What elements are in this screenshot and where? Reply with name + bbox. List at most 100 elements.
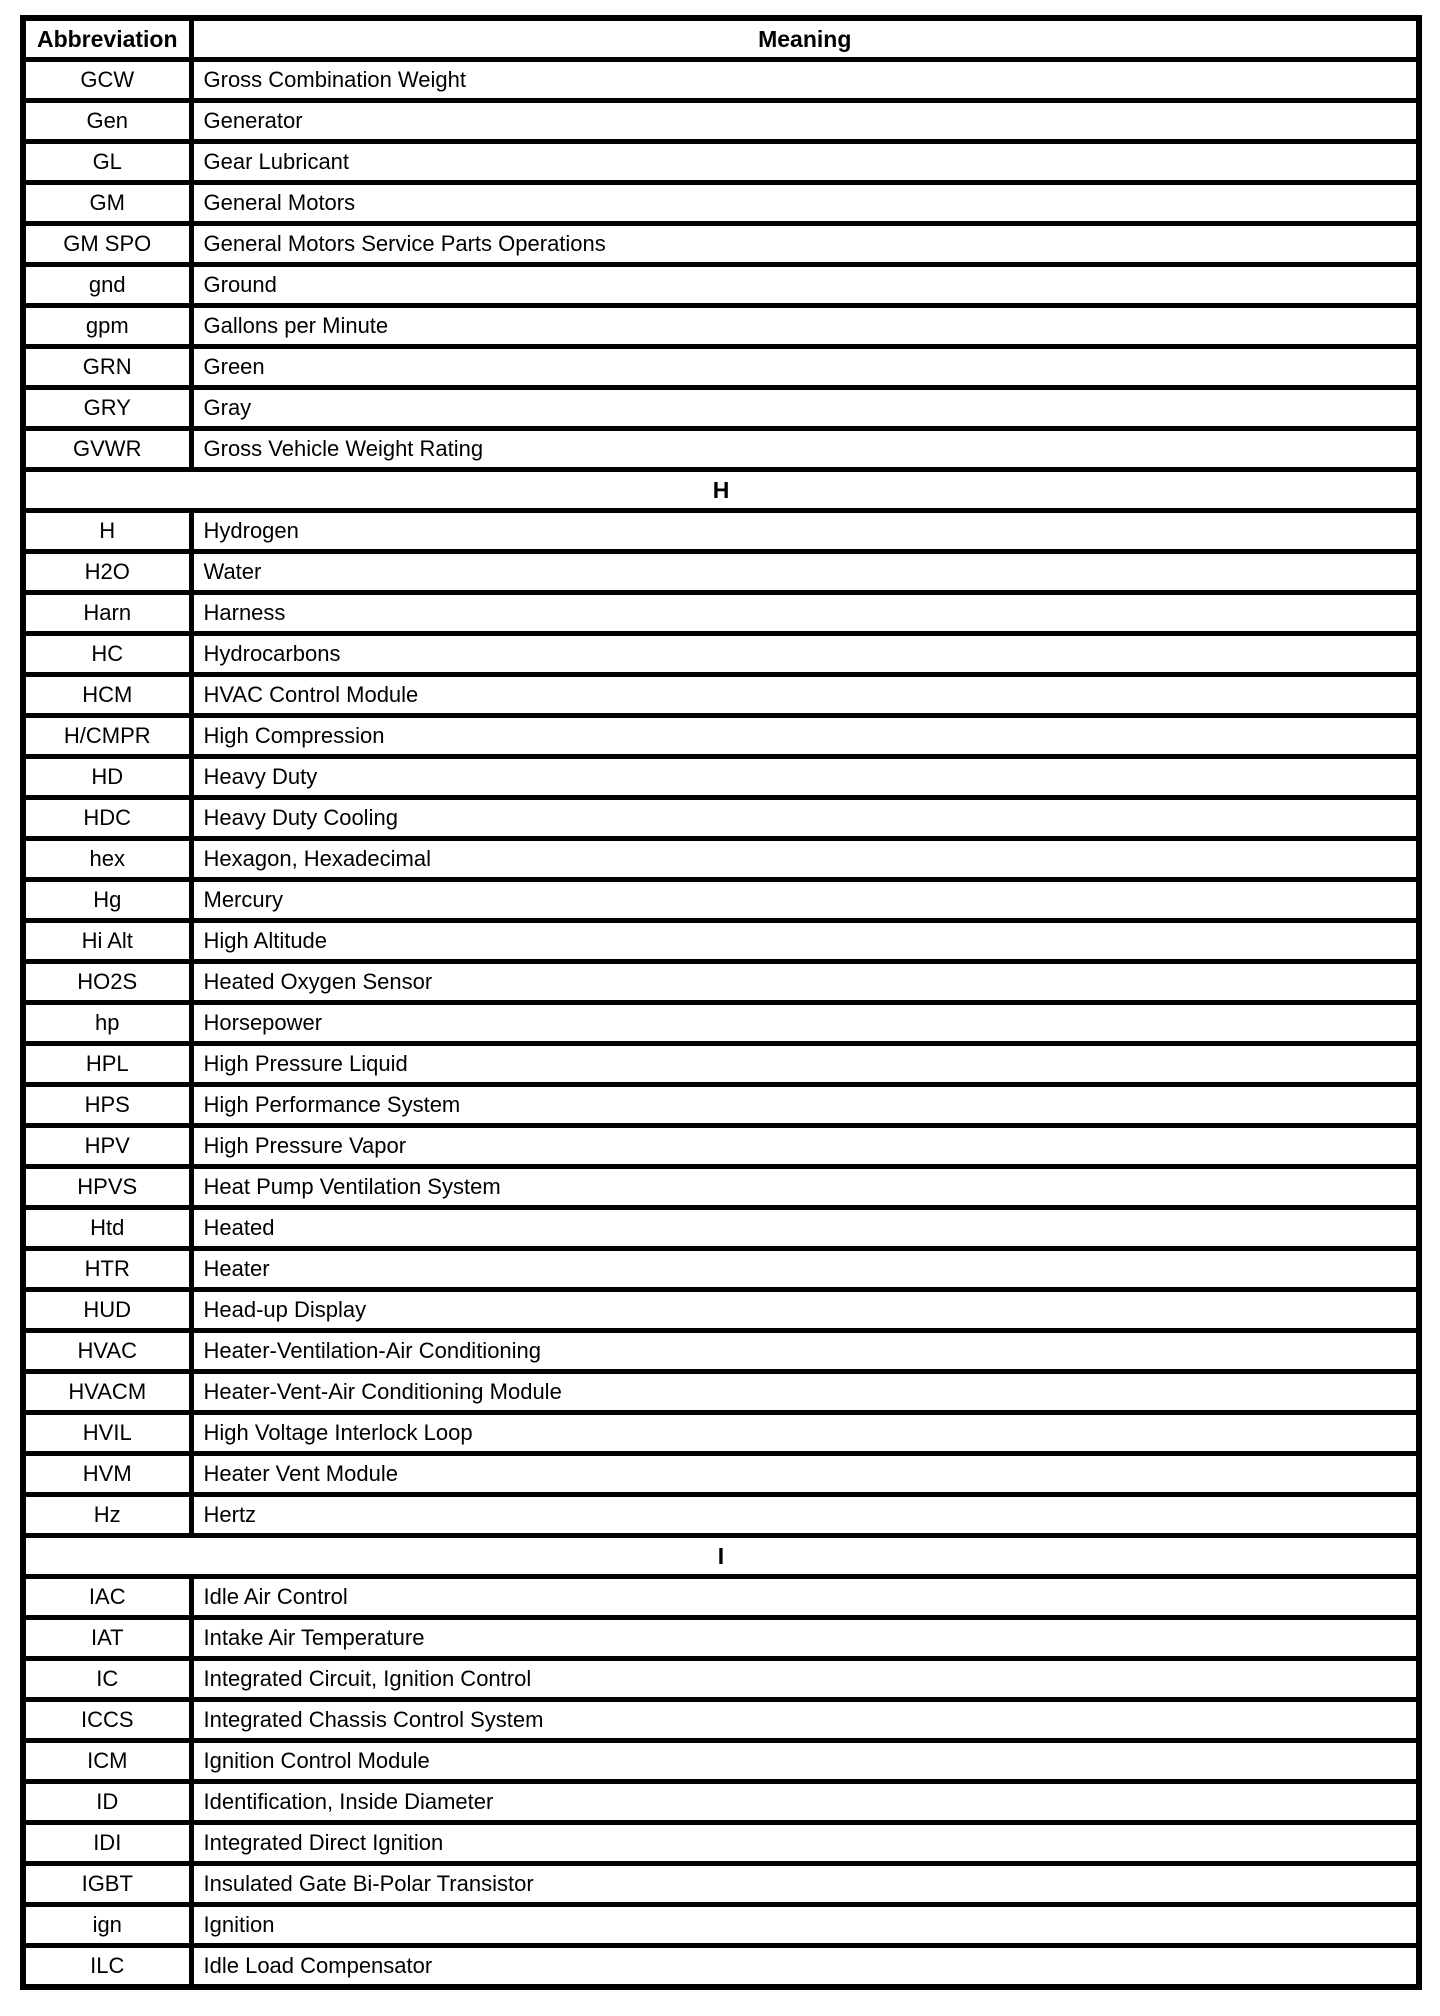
- table-row: HO2S Heated Oxygen Sensor: [20, 959, 1422, 1005]
- meaning-cell: Gross Combination Weight: [188, 57, 1422, 103]
- meaning-cell: Head-up Display: [188, 1287, 1422, 1333]
- meaning-cell: High Voltage Interlock Loop: [188, 1410, 1422, 1456]
- table-row: ICCS Integrated Chassis Control System: [20, 1697, 1422, 1743]
- table-row: H/CMPR High Compression: [20, 713, 1422, 759]
- table-row: gpm Gallons per Minute: [20, 303, 1422, 349]
- meaning-cell: High Altitude: [188, 918, 1422, 964]
- table-row: ign Ignition: [20, 1902, 1422, 1948]
- table-row: H2O Water: [20, 549, 1422, 595]
- table-row: Htd Heated: [20, 1205, 1422, 1251]
- meaning-cell: Heater: [188, 1246, 1422, 1292]
- abbreviation-cell: Gen: [20, 98, 194, 144]
- abbreviation-cell: Hz: [20, 1492, 194, 1538]
- table-row: GRN Green: [20, 344, 1422, 390]
- table-row: IDI Integrated Direct Ignition: [20, 1820, 1422, 1866]
- meaning-cell: Ignition: [188, 1902, 1422, 1948]
- table-row: ILC Idle Load Compensator: [20, 1943, 1422, 1990]
- abbreviation-cell: HVIL: [20, 1410, 194, 1456]
- abbreviation-cell: H/CMPR: [20, 713, 194, 759]
- meaning-cell: Heated: [188, 1205, 1422, 1251]
- meaning-cell: Gallons per Minute: [188, 303, 1422, 349]
- table-row: HVM Heater Vent Module: [20, 1451, 1422, 1497]
- meaning-cell: High Pressure Liquid: [188, 1041, 1422, 1087]
- abbreviation-cell: GVWR: [20, 426, 194, 472]
- abbreviation-cell: IDI: [20, 1820, 194, 1866]
- table-header-row: Abbreviation Meaning: [20, 15, 1422, 62]
- meaning-cell: Heavy Duty Cooling: [188, 795, 1422, 841]
- abbreviation-cell: gnd: [20, 262, 194, 308]
- table-row: HVACM Heater-Vent-Air Conditioning Module: [20, 1369, 1422, 1415]
- abbreviation-cell: HVACM: [20, 1369, 194, 1415]
- meaning-cell: Hertz: [188, 1492, 1422, 1538]
- meaning-cell: Heater-Vent-Air Conditioning Module: [188, 1369, 1422, 1415]
- abbreviation-cell: H: [20, 508, 194, 554]
- table-row: HVIL High Voltage Interlock Loop: [20, 1410, 1422, 1456]
- abbreviation-cell: hex: [20, 836, 194, 882]
- table-row: ICM Ignition Control Module: [20, 1738, 1422, 1784]
- abbreviation-cell: ILC: [20, 1943, 194, 1990]
- table-row: GCW Gross Combination Weight: [20, 57, 1422, 103]
- meaning-cell: Integrated Direct Ignition: [188, 1820, 1422, 1866]
- meaning-cell: Hexagon, Hexadecimal: [188, 836, 1422, 882]
- abbreviation-cell: H2O: [20, 549, 194, 595]
- column-header-abbreviation: Abbreviation: [20, 15, 194, 62]
- abbreviation-cell: GRN: [20, 344, 194, 390]
- table-row: GVWR Gross Vehicle Weight Rating: [20, 426, 1422, 472]
- meaning-cell: Idle Air Control: [188, 1574, 1422, 1620]
- meaning-cell: High Compression: [188, 713, 1422, 759]
- table-row: HPL High Pressure Liquid: [20, 1041, 1422, 1087]
- table-row: HDC Heavy Duty Cooling: [20, 795, 1422, 841]
- meaning-cell: Integrated Chassis Control System: [188, 1697, 1422, 1743]
- meaning-cell: Heat Pump Ventilation System: [188, 1164, 1422, 1210]
- section-header-row: I: [20, 1533, 1422, 1579]
- meaning-cell: Gross Vehicle Weight Rating: [188, 426, 1422, 472]
- table-row: ID Identification, Inside Diameter: [20, 1779, 1422, 1825]
- table-row: Gen Generator: [20, 98, 1422, 144]
- abbreviation-cell: GCW: [20, 57, 194, 103]
- abbreviation-cell: IAC: [20, 1574, 194, 1620]
- table-body: GCW Gross Combination Weight Gen Generator G…: [20, 57, 1422, 1990]
- meaning-cell: General Motors Service Parts Operations: [188, 221, 1422, 267]
- table-row: HVAC Heater-Ventilation-Air Conditioning: [20, 1328, 1422, 1374]
- table-row: gnd Ground: [20, 262, 1422, 308]
- abbreviation-cell: GL: [20, 139, 194, 185]
- table-row: Hz Hertz: [20, 1492, 1422, 1538]
- meaning-cell: Heater-Ventilation-Air Conditioning: [188, 1328, 1422, 1374]
- table-row: Harn Harness: [20, 590, 1422, 636]
- meaning-cell: Hydrogen: [188, 508, 1422, 554]
- table-row: GM General Motors: [20, 180, 1422, 226]
- abbreviation-cell: HUD: [20, 1287, 194, 1333]
- meaning-cell: Heater Vent Module: [188, 1451, 1422, 1497]
- meaning-cell: Gray: [188, 385, 1422, 431]
- table-row: IC Integrated Circuit, Ignition Control: [20, 1656, 1422, 1702]
- table-row: HPVS Heat Pump Ventilation System: [20, 1164, 1422, 1210]
- meaning-cell: Harness: [188, 590, 1422, 636]
- meaning-cell: Heavy Duty: [188, 754, 1422, 800]
- table-row: HPV High Pressure Vapor: [20, 1123, 1422, 1169]
- table-row: Hg Mercury: [20, 877, 1422, 923]
- section-letter: I: [20, 1533, 1422, 1579]
- meaning-cell: Heated Oxygen Sensor: [188, 959, 1422, 1005]
- meaning-cell: Mercury: [188, 877, 1422, 923]
- abbreviation-cell: IC: [20, 1656, 194, 1702]
- meaning-cell: Intake Air Temperature: [188, 1615, 1422, 1661]
- table-row: IAC Idle Air Control: [20, 1574, 1422, 1620]
- abbreviation-cell: HVAC: [20, 1328, 194, 1374]
- abbreviation-cell: HTR: [20, 1246, 194, 1292]
- table-row: GM SPO General Motors Service Parts Opera…: [20, 221, 1422, 267]
- table-row: hex Hexagon, Hexadecimal: [20, 836, 1422, 882]
- meaning-cell: Generator: [188, 98, 1422, 144]
- table-row: IGBT Insulated Gate Bi-Polar Transistor: [20, 1861, 1422, 1907]
- abbreviation-table: Abbreviation Meaning GCW Gross Combinatio…: [20, 15, 1422, 1990]
- abbreviation-cell: Hg: [20, 877, 194, 923]
- meaning-cell: General Motors: [188, 180, 1422, 226]
- section-header-row: H: [20, 467, 1422, 513]
- abbreviation-cell: IGBT: [20, 1861, 194, 1907]
- meaning-cell: Green: [188, 344, 1422, 390]
- meaning-cell: Water: [188, 549, 1422, 595]
- table-row: IAT Intake Air Temperature: [20, 1615, 1422, 1661]
- table-row: HTR Heater: [20, 1246, 1422, 1292]
- abbreviation-cell: GM SPO: [20, 221, 194, 267]
- abbreviation-cell: hp: [20, 1000, 194, 1046]
